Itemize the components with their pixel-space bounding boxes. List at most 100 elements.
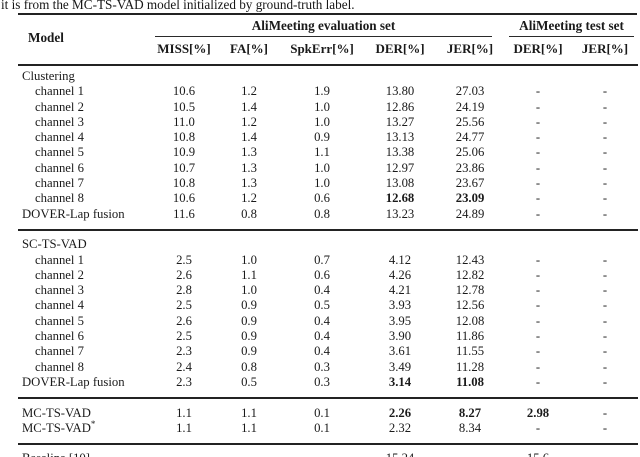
- value-cell: -: [602, 329, 608, 344]
- value-cell: -: [602, 160, 608, 175]
- value-cell: 0.3: [314, 374, 330, 389]
- value-cell: 12.78: [455, 283, 485, 298]
- value-cell: 0.9: [241, 329, 257, 344]
- table-row: channel 3 2.8 1.0 0.4 4.21 12.78 - -: [18, 283, 638, 298]
- value-cell: -: [602, 99, 608, 114]
- value-cell: 15.24: [364, 451, 436, 457]
- value-cell: -: [535, 374, 541, 389]
- value-cell: 0.3: [314, 359, 330, 374]
- value-cell: 0.6: [314, 267, 330, 282]
- value-cell: 13.80: [385, 84, 415, 99]
- value-cell: 23.86: [455, 160, 485, 175]
- model-cell: DOVER-Lap fusion: [22, 206, 125, 221]
- value-cell: -: [535, 283, 541, 298]
- value-cell: -: [602, 359, 608, 374]
- value-cell: 0.9: [314, 130, 330, 145]
- model-cell: channel 2: [35, 99, 84, 114]
- value-cell: 1.0: [314, 160, 330, 175]
- model-cell: channel 4: [35, 130, 84, 145]
- table-row: channel 4 2.5 0.9 0.5 3.93 12.56 - -: [18, 298, 638, 313]
- model-cell: channel 1: [35, 252, 84, 267]
- section-row: Clustering: [18, 69, 638, 84]
- value-cell: 0.9: [241, 344, 257, 359]
- value-cell: 12.56: [455, 298, 485, 313]
- value-cell: -: [572, 451, 638, 457]
- value-cell: 1.1: [241, 405, 257, 420]
- value-cell: -: [535, 145, 541, 160]
- value-cell: 23.67: [455, 176, 485, 191]
- value-cell: 0.4: [314, 313, 330, 328]
- value-cell: 11.55: [455, 344, 485, 359]
- value-cell: 2.5: [176, 298, 192, 313]
- rule-row: [18, 390, 639, 405]
- value-cell: -: [535, 344, 541, 359]
- value-cell: 12.82: [455, 267, 485, 282]
- column-header-model: Model: [28, 30, 64, 45]
- value-cell: 10.5: [172, 99, 196, 114]
- value-cell: -: [602, 176, 608, 191]
- group-header-test-set: AliMeeting test set: [504, 15, 638, 37]
- table-row: channel 2 10.5 1.4 1.0 12.86 24.19 - -: [18, 100, 638, 115]
- table-row: channel 2 2.6 1.1 0.6 4.26 12.82 - -: [18, 268, 638, 283]
- model-cell: channel 3: [35, 283, 84, 298]
- results-table: Model AliMeeting evaluation set AliMeeti…: [18, 15, 639, 457]
- model-cell: channel 1: [35, 84, 84, 99]
- value-cell: -: [535, 359, 541, 374]
- value-cell: -: [602, 191, 608, 206]
- value-cell: 1.0: [241, 252, 257, 267]
- rule-row: [18, 436, 639, 451]
- value-cell: 11.86: [455, 329, 485, 344]
- table-caption: it is from the MC-TS-VAD model initializ…: [1, 0, 355, 12]
- value-cell: -: [218, 451, 280, 457]
- value-cell: 10.8: [172, 130, 196, 145]
- value-cell: 3.90: [388, 329, 412, 344]
- table-row: channel 1 10.6 1.2 1.9 13.80 27.03 - -: [18, 84, 638, 99]
- value-cell: 0.4: [314, 344, 330, 359]
- value-cell: 25.56: [455, 114, 485, 129]
- value-cell: -: [535, 252, 541, 267]
- value-cell: 2.4: [176, 359, 192, 374]
- value-cell: 1.2: [241, 191, 257, 206]
- table-row: MC-TS-VAD 1.1 1.1 0.1 2.26 8.27 2.98 -: [18, 406, 638, 421]
- value-cell: 1.4: [241, 130, 257, 145]
- value-cell: 0.9: [241, 313, 257, 328]
- value-cell: -: [602, 420, 608, 435]
- value-cell: -: [602, 374, 608, 389]
- rule-cell: [18, 61, 639, 69]
- value-cell: 10.7: [172, 160, 196, 175]
- value-cell: 13.27: [385, 114, 415, 129]
- rule-cell: [18, 436, 639, 451]
- value-cell: 0.8: [241, 359, 257, 374]
- value-cell: 13.38: [385, 145, 415, 160]
- value-cell: 8.27: [458, 405, 482, 420]
- model-cell: channel 2: [35, 267, 84, 282]
- section-label: Clustering: [22, 69, 75, 83]
- column-header-row: MISS[%] FA[%] SpkErr[%] DER[%] JER[%] DE…: [18, 37, 638, 61]
- table-row: channel 6 10.7 1.3 1.0 12.97 23.86 - -: [18, 161, 638, 176]
- value-cell: 10.6: [172, 191, 196, 206]
- value-cell: -: [436, 451, 504, 457]
- value-cell: -: [535, 99, 541, 114]
- model-cell: Baseline [10]: [18, 451, 150, 457]
- value-cell: 1.0: [314, 99, 330, 114]
- value-cell: -: [602, 206, 608, 221]
- model-cell: channel 3: [35, 114, 84, 129]
- value-cell: 0.6: [314, 191, 330, 206]
- model-cell: channel 7: [35, 176, 84, 191]
- column-header-der-test: DER[%]: [513, 41, 563, 56]
- value-cell: 10.6: [172, 84, 196, 99]
- value-cell: 11.28: [455, 359, 485, 374]
- value-cell: 24.77: [455, 130, 485, 145]
- value-cell: -: [602, 298, 608, 313]
- horizontal-rule: [18, 396, 639, 399]
- table-row: channel 5 10.9 1.3 1.1 13.38 25.06 - -: [18, 145, 638, 160]
- value-cell: 0.9: [241, 298, 257, 313]
- value-cell: -: [602, 130, 608, 145]
- value-cell: 1.0: [314, 176, 330, 191]
- value-cell: 24.89: [455, 206, 485, 221]
- table-row: MC-TS-VAD* 1.1 1.1 0.1 2.32 8.34 - -: [18, 418, 638, 436]
- column-header-jer-eval: JER[%]: [446, 41, 494, 56]
- superscript-marker: *: [90, 418, 96, 429]
- value-cell: -: [602, 344, 608, 359]
